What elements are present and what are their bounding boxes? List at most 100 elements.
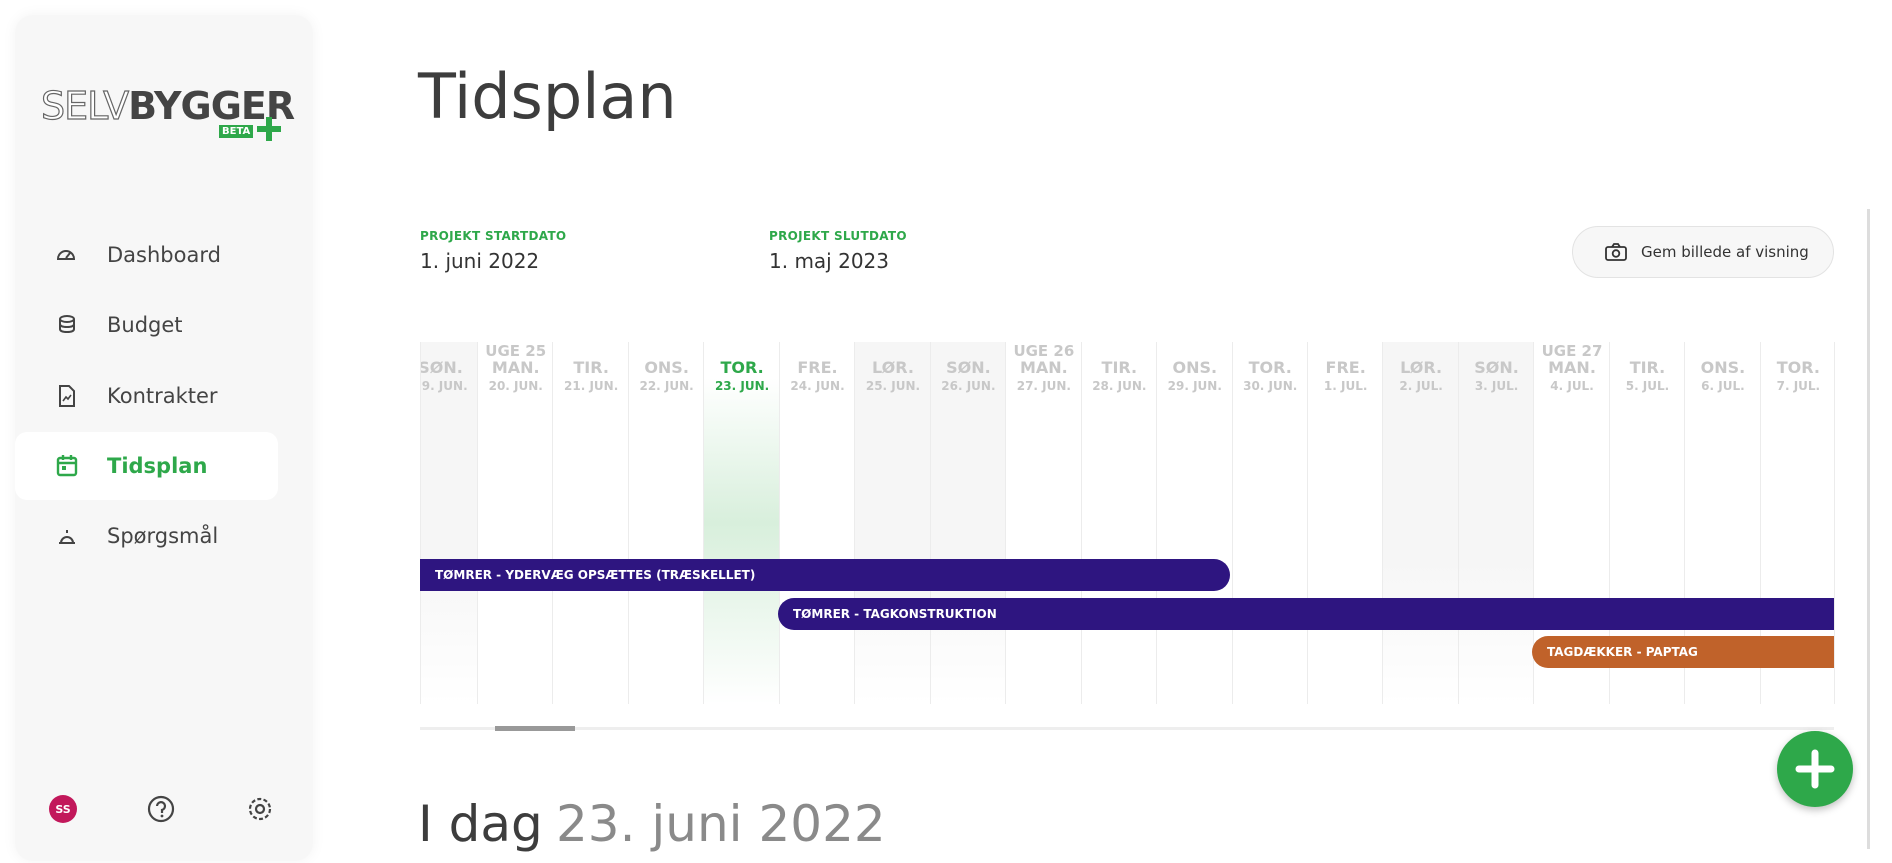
day-column: TIR. 5. JUL.	[1608, 342, 1685, 704]
nav-icon	[56, 250, 76, 260]
add-button[interactable]	[1777, 731, 1853, 807]
nav-label: Dashboard	[107, 243, 221, 267]
day-column: UGE 27 MAN. 4. JUL.	[1533, 342, 1609, 704]
weekday: SØN.	[1474, 358, 1519, 377]
date: 28. JUN.	[1092, 379, 1147, 393]
snapshot-button[interactable]: Gem billede af visning	[1572, 226, 1834, 278]
day-column: ONS. 6. JUL.	[1684, 342, 1760, 704]
day-column: ONS. 29. JUN.	[1156, 342, 1232, 704]
weekday: TOR.	[720, 358, 764, 377]
day-header: UGE 26 MAN. 27. JUN.	[1006, 342, 1081, 402]
today-label: I dag	[418, 795, 543, 853]
logo-light: SELV	[40, 84, 129, 128]
day-column: TOR. 23. JUN.	[703, 342, 780, 704]
h-scroll-thumb[interactable]	[495, 726, 575, 731]
avatar[interactable]: SS	[49, 795, 77, 823]
today-date: 23. juni 2022	[556, 795, 886, 853]
day-header: TIR. 5. JUL.	[1610, 342, 1685, 402]
day-column: SØN. 19. JUN.	[420, 342, 478, 704]
settings-icon[interactable]	[246, 795, 274, 823]
day-column: UGE 25 MAN. 20. JUN.	[477, 342, 553, 704]
day-column: TOR. 7. JUL.	[1759, 342, 1836, 704]
day-header: TIR. 28. JUN.	[1082, 342, 1157, 402]
beta-badge: BETA	[219, 125, 254, 138]
day-column: TIR. 28. JUN.	[1080, 342, 1157, 704]
nav-item[interactable]: Dashboard	[15, 221, 278, 289]
weekday: TOR.	[1776, 358, 1820, 377]
day-header: UGE 27 MAN. 4. JUL.	[1534, 342, 1609, 402]
week-label: UGE 25	[485, 342, 547, 360]
nav-icon	[59, 315, 75, 334]
day-header: SØN. 3. JUL.	[1459, 342, 1534, 402]
date: 6. JUL.	[1701, 379, 1745, 393]
weekday: MAN.	[1548, 358, 1596, 377]
weekday: TIR.	[573, 358, 609, 377]
nav-item[interactable]: Budget	[15, 291, 278, 359]
nav-label: Kontrakter	[107, 383, 218, 408]
day-column: FRE. 24. JUN.	[778, 342, 855, 704]
nav-item[interactable]: Spørgsmål	[15, 502, 278, 570]
weekday: SØN.	[420, 358, 463, 377]
day-header: LØR. 2. JUL.	[1383, 342, 1458, 402]
task-bar[interactable]: TØMRER - TAGKONSTRUKTION	[778, 598, 1834, 630]
weekday: LØR.	[1400, 358, 1443, 377]
date: 4. JUL.	[1550, 379, 1594, 393]
task-bar[interactable]: TAGDÆKKER - PAPTAG	[1532, 636, 1834, 668]
help-icon[interactable]	[147, 795, 175, 823]
day-header: LØR. 25. JUN.	[855, 342, 930, 402]
day-column: TOR. 30. JUN.	[1231, 342, 1308, 704]
day-column: ONS. 22. JUN.	[627, 342, 704, 704]
day-header: ONS. 22. JUN.	[629, 342, 704, 402]
date: 29. JUN.	[1167, 379, 1222, 393]
start-label: PROJEKT STARTDATO	[420, 229, 567, 243]
day-header: FRE. 24. JUN.	[780, 342, 855, 402]
day-header: TIR. 21. JUN.	[553, 342, 628, 402]
week-label: UGE 27	[1541, 342, 1603, 360]
date: 22. JUN.	[639, 379, 694, 393]
day-column: SØN. 26. JUN.	[929, 342, 1007, 704]
day-header: TOR. 30. JUN.	[1233, 342, 1308, 402]
nav-label: Tidsplan	[107, 453, 208, 478]
weekday: TIR.	[1101, 358, 1138, 377]
end-label: PROJEKT SLUTDATO	[769, 229, 907, 243]
plus-icon	[1795, 749, 1835, 789]
snapshot-label: Gem billede af visning	[1641, 243, 1809, 261]
date: 23. JUN.	[714, 379, 770, 393]
date: 26. JUN.	[941, 379, 996, 393]
weekday: ONS.	[644, 358, 689, 377]
day-column: UGE 26 MAN. 27. JUN.	[1005, 342, 1081, 704]
date: 1. JUL.	[1323, 379, 1368, 393]
weekday: LØR.	[872, 358, 914, 377]
day-column: TIR. 21. JUN.	[552, 342, 628, 704]
day-column: FRE. 1. JUL.	[1306, 342, 1383, 704]
week-label: UGE 26	[1013, 342, 1075, 360]
date: 25. JUN.	[865, 379, 921, 393]
day-column: LØR. 25. JUN.	[854, 342, 931, 704]
day-header: TOR. 7. JUL.	[1761, 342, 1836, 402]
date: 30. JUN.	[1243, 379, 1298, 393]
date: 2. JUL.	[1399, 379, 1443, 393]
weekday: FRE.	[1325, 358, 1366, 377]
date: 5. JUL.	[1625, 379, 1670, 393]
day-column: SØN. 3. JUL.	[1457, 342, 1535, 704]
date: 20. JUN.	[488, 379, 543, 393]
task-bar[interactable]: TØMRER - YDERVÆG OPSÆTTES (TRÆSKELLET)	[420, 559, 1230, 591]
date: 27. JUN.	[1016, 379, 1071, 393]
nav-item[interactable]: Tidsplan	[15, 431, 278, 500]
day-header: ONS. 6. JUL.	[1685, 342, 1760, 402]
day-header: FRE. 1. JUL.	[1308, 342, 1383, 402]
day-header: SØN. 26. JUN.	[931, 342, 1006, 402]
nav-icon	[59, 530, 75, 545]
day-header: SØN. 19. JUN.	[420, 342, 478, 402]
h-scrollbar	[420, 727, 1834, 730]
date: 21. JUN.	[564, 379, 619, 393]
page-title: Tidsplan	[418, 60, 677, 133]
day-header: ONS. 29. JUN.	[1157, 342, 1232, 402]
weekday: ONS.	[1700, 358, 1746, 377]
nav-label: Spørgsmål	[107, 524, 219, 549]
nav-label: Budget	[107, 313, 183, 338]
grid-end	[1834, 342, 1835, 704]
nav-item[interactable]: Kontrakter	[15, 362, 278, 430]
start-date: 1. juni 2022	[420, 249, 540, 273]
